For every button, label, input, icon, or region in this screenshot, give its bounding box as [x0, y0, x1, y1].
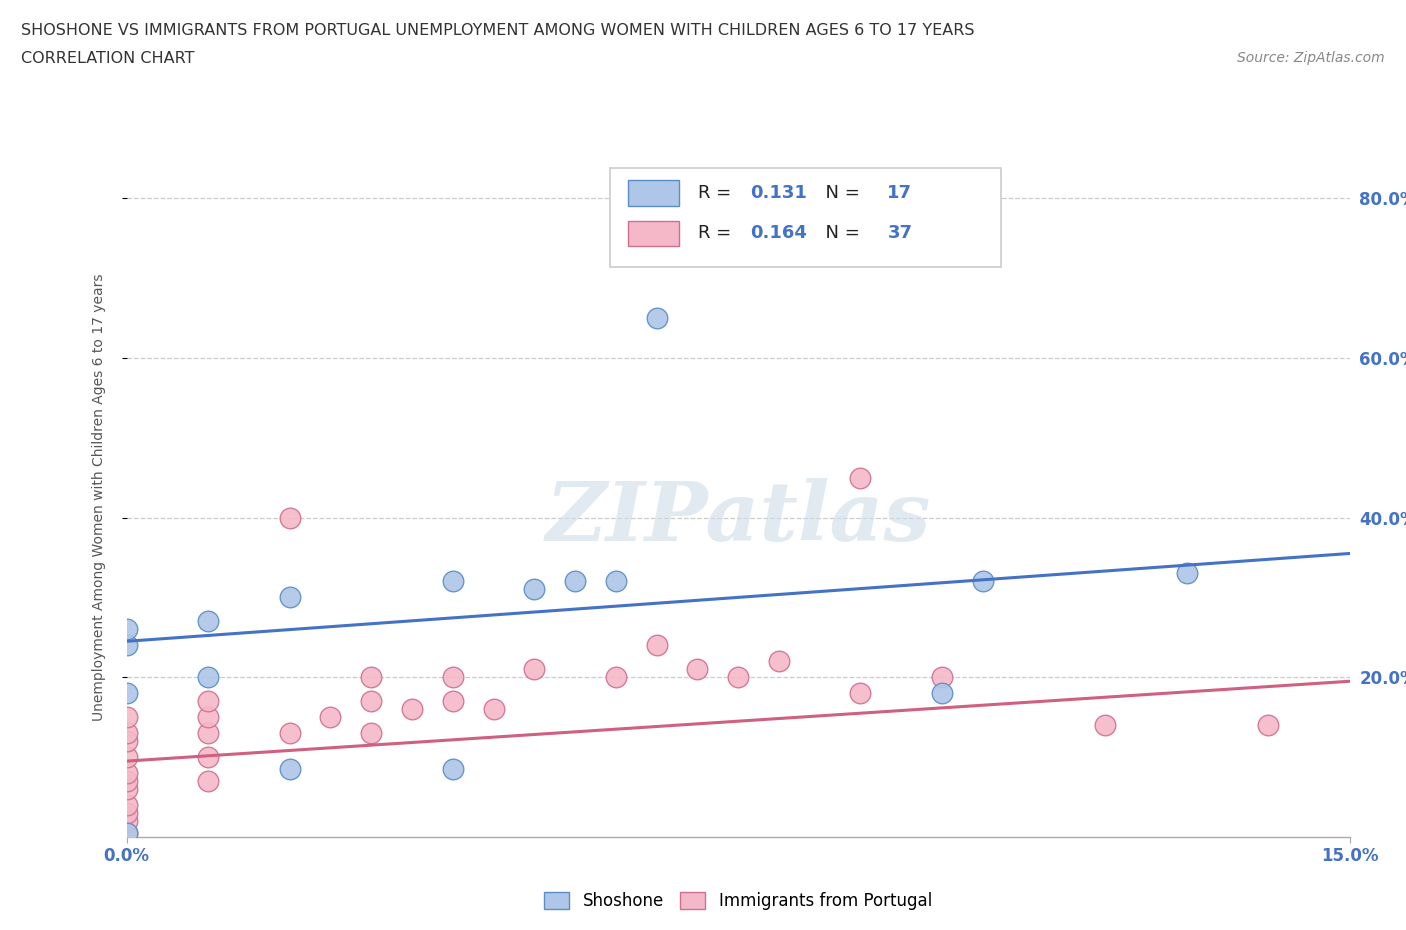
- Text: N =: N =: [814, 224, 866, 243]
- Point: [1257, 718, 1279, 733]
- Text: CORRELATION CHART: CORRELATION CHART: [21, 51, 194, 66]
- Point: [115, 814, 138, 829]
- Point: [360, 670, 382, 684]
- Text: SHOSHONE VS IMMIGRANTS FROM PORTUGAL UNEMPLOYMENT AMONG WOMEN WITH CHILDREN AGES: SHOSHONE VS IMMIGRANTS FROM PORTUGAL UNE…: [21, 23, 974, 38]
- Point: [1094, 718, 1116, 733]
- Point: [197, 614, 219, 629]
- Point: [278, 762, 301, 777]
- Point: [441, 762, 464, 777]
- Point: [686, 662, 709, 677]
- Text: 0.131: 0.131: [751, 184, 807, 202]
- Point: [115, 622, 138, 637]
- Text: R =: R =: [697, 184, 737, 202]
- Point: [482, 702, 505, 717]
- FancyBboxPatch shape: [610, 168, 1001, 267]
- Point: [278, 590, 301, 604]
- Point: [849, 471, 872, 485]
- Point: [319, 710, 342, 724]
- Point: [115, 826, 138, 841]
- Text: Source: ZipAtlas.com: Source: ZipAtlas.com: [1237, 51, 1385, 65]
- Text: 17: 17: [887, 184, 912, 202]
- Point: [523, 582, 546, 597]
- Point: [115, 685, 138, 700]
- Point: [115, 765, 138, 780]
- Point: [727, 670, 749, 684]
- Point: [360, 725, 382, 740]
- Point: [401, 702, 423, 717]
- Bar: [628, 179, 679, 206]
- Text: 37: 37: [887, 224, 912, 243]
- Point: [605, 574, 627, 589]
- Point: [197, 774, 219, 789]
- Point: [645, 311, 668, 325]
- Text: N =: N =: [814, 184, 866, 202]
- Point: [197, 750, 219, 764]
- Point: [768, 654, 790, 669]
- Text: 0.164: 0.164: [751, 224, 807, 243]
- Point: [115, 710, 138, 724]
- Bar: [628, 220, 679, 246]
- Point: [197, 710, 219, 724]
- Point: [197, 670, 219, 684]
- Legend: Shoshone, Immigrants from Portugal: Shoshone, Immigrants from Portugal: [537, 885, 939, 917]
- Y-axis label: Unemployment Among Women with Children Ages 6 to 17 years: Unemployment Among Women with Children A…: [91, 273, 105, 722]
- Point: [278, 725, 301, 740]
- Point: [115, 798, 138, 813]
- Point: [197, 694, 219, 709]
- Point: [115, 725, 138, 740]
- Point: [115, 826, 138, 841]
- Point: [564, 574, 586, 589]
- Point: [972, 574, 994, 589]
- Point: [1175, 566, 1198, 581]
- Point: [645, 638, 668, 653]
- Point: [115, 774, 138, 789]
- Point: [931, 670, 953, 684]
- Point: [115, 805, 138, 820]
- Point: [115, 750, 138, 764]
- Text: ZIPatlas: ZIPatlas: [546, 478, 931, 558]
- Point: [278, 510, 301, 525]
- Point: [849, 685, 872, 700]
- Point: [115, 734, 138, 749]
- Point: [360, 694, 382, 709]
- Point: [441, 670, 464, 684]
- Point: [523, 662, 546, 677]
- Point: [605, 670, 627, 684]
- Point: [441, 574, 464, 589]
- Point: [441, 694, 464, 709]
- Point: [115, 781, 138, 796]
- Text: R =: R =: [697, 224, 737, 243]
- Point: [197, 725, 219, 740]
- Point: [931, 685, 953, 700]
- Point: [115, 638, 138, 653]
